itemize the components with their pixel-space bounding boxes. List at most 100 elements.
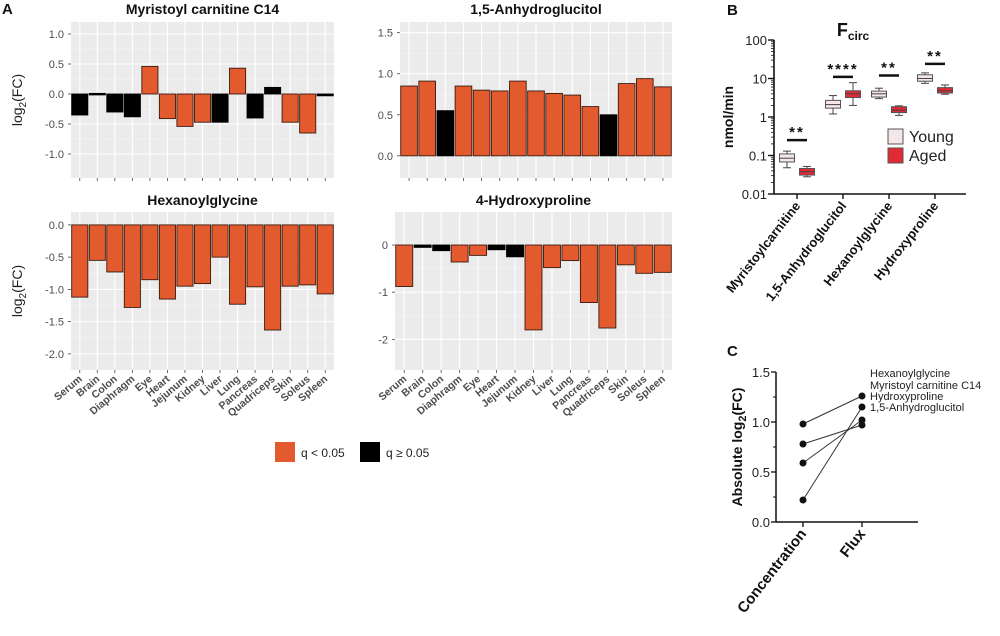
y-tick-label: 0 [382,240,388,252]
chart-title: Myristoyl carnitine C14 [126,1,279,17]
bar-serum [71,224,89,298]
bar-jejunum [176,224,194,287]
legend-swatch-aged [887,147,904,164]
y-tick-label: 0.1 [749,149,767,164]
bar-brain [88,92,106,96]
y-tick-label: 1 [760,110,767,125]
y-axis-label: Absolute log2(FC) [729,388,749,507]
bar-diaphragm [123,93,141,118]
y-tick-label: 100 [745,33,767,48]
legend-label-aged: Aged [909,148,946,165]
box-young-myristoylcarnitine [779,150,795,169]
box-aged-myristoylcarnitine [799,165,815,178]
bar-kidney [524,244,543,331]
y-tick-label: -2.0 [45,349,64,361]
bar-diaphragm [123,224,141,308]
y-tick-label: 0.0 [49,220,64,232]
bar-spleen [316,93,334,97]
y-tick-label: -1.5 [45,317,64,329]
bar-liver [211,93,229,123]
bar-eye [472,89,491,157]
bar-heart [487,244,506,251]
y-tick-label: -0.5 [45,119,64,131]
bar-colon [436,110,455,157]
y-tick-label: 0.0 [752,515,770,530]
series-line [802,424,863,445]
chart-title: 1,5-Anhydroglucitol [470,1,601,17]
bar-pancreas [246,224,264,288]
legend-swatch-young [887,128,904,145]
bar-eye [469,244,488,256]
y-tick-label: -1.0 [45,284,64,296]
bar-heart [158,93,176,120]
bar-lung [561,244,580,262]
bar-heart [158,224,176,300]
bar-pancreas [246,93,264,119]
chart-myristoyl-carnitine: -1.0 -0.5 0.0 0.5 1.0 Myristoyl carnitine C14… [9,1,334,181]
bar-skin [281,93,299,123]
x-category-label: 1,5-Anhydroglucitol [762,199,849,304]
x-category-label: Concentration [734,526,810,617]
bar-pancreas [581,106,600,157]
y-tick-label: -1 [378,287,388,299]
legend-swatch-nonsignificant [360,442,380,462]
significance-stars: **** [827,61,858,78]
series-hydroxyproline [799,416,866,467]
series-label: 1,5-Anhydroglucitol [870,402,964,414]
bar-quadriceps [598,244,617,329]
bar-pancreas [579,244,598,304]
panel-letter-c: C [727,343,738,360]
data-point [858,421,866,429]
series-myristoyl-carnitine-c14 [799,403,866,504]
bar-eye [141,65,159,95]
box-body [917,74,933,82]
bar-kidney [527,90,545,157]
legend-label-young: Young [909,129,954,146]
y-tick-label: 1.0 [49,29,64,41]
y-tick-label: 1.5 [752,365,770,380]
bar-liver [543,244,561,269]
bar-diaphragm [454,85,473,157]
bar-lung [229,224,247,305]
y-tick-label: 0.01 [742,187,767,202]
bar-brain [418,80,436,157]
box-aged-hexanoylglycine [891,105,907,116]
box-young-1,5-anhydroglucitol [825,95,841,115]
y-axis-label: log2(FC) [9,265,29,317]
y-tick-label: 0.0 [378,151,393,163]
box-aged-hydroxyproline [937,84,953,95]
bar-serum [71,93,89,116]
chart-fcirc-boxplot: Fcirc0.010.1110100nmol/minMyristoylcarni… [720,20,966,304]
chart-title: 4-Hydroxyproline [476,192,591,208]
bar-colon [106,224,124,273]
legend-label-significant: q < 0.05 [301,446,345,460]
legend-a: q < 0.05 q ≥ 0.05 [275,442,430,462]
y-tick-label: 10 [753,72,767,87]
box-young-hexanoylglycine [871,87,887,100]
series-label: Hydroxyproline [870,391,943,403]
bar-colon [432,244,451,252]
y-tick-label: -1.0 [45,149,64,161]
bar-liver [211,224,229,258]
data-point [858,416,866,424]
box-aged-1,5-anhydroglucitol [845,82,861,106]
series-line [802,419,863,464]
bar-spleen [654,86,672,157]
series-line [802,406,863,501]
y-tick-label: 1.0 [378,69,393,81]
bar-soleus [635,244,654,274]
x-category-label: Flux [837,525,870,560]
bar-jejunum [176,93,194,127]
chart-title: Fcirc [837,20,870,43]
panel-letter-a: A [2,1,13,18]
bar-soleus [636,78,654,157]
box-young-hydroxyproline [917,72,933,84]
series-label: Myristoyl carnitine C14 [870,380,981,392]
box-body [891,106,907,114]
legend-label-nonsignificant: q ≥ 0.05 [386,446,430,460]
bar-spleen [316,224,334,295]
y-tick-label: 0.0 [49,89,64,101]
y-axis-label: nmol/min [720,86,736,148]
data-point [858,403,866,411]
